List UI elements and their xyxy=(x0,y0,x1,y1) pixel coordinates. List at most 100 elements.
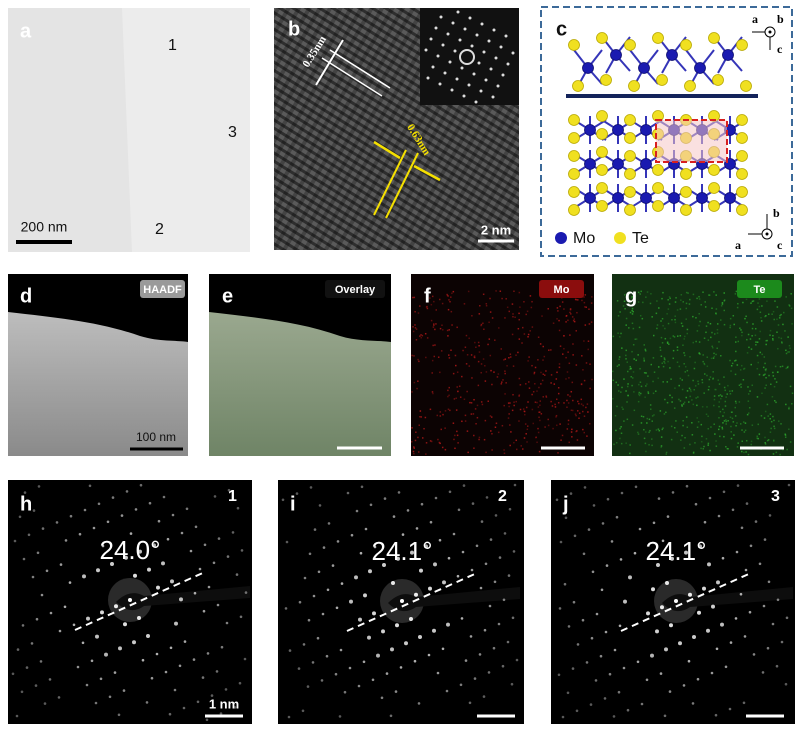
signal-pixel xyxy=(773,399,776,402)
diffraction-spot xyxy=(385,672,389,675)
signal-pixel xyxy=(466,354,469,356)
diffraction-spot xyxy=(37,485,41,488)
fft-spot xyxy=(496,84,500,88)
diffraction-spot xyxy=(97,502,101,506)
signal-pixel xyxy=(764,442,766,444)
diffraction-spot xyxy=(717,514,721,518)
diffraction-spot xyxy=(81,641,85,645)
signal-pixel xyxy=(743,367,746,370)
diffraction-spot xyxy=(657,497,661,500)
signal-pixel xyxy=(648,431,650,434)
signal-pixel xyxy=(638,326,641,329)
signal-pixel xyxy=(766,339,768,342)
signal-pixel xyxy=(473,356,475,358)
diffraction-spot xyxy=(133,573,137,578)
signal-pixel xyxy=(613,443,615,446)
signal-pixel xyxy=(688,401,690,403)
signal-pixel xyxy=(740,329,742,331)
signal-pixel xyxy=(527,336,529,338)
signal-pixel xyxy=(736,446,739,448)
signal-pixel xyxy=(542,373,545,376)
signal-pixel xyxy=(666,313,668,315)
diffraction-spot xyxy=(372,611,376,616)
panel-label: i xyxy=(290,493,296,515)
signal-pixel xyxy=(478,351,481,353)
fft-spots xyxy=(424,10,515,104)
signal-pixel xyxy=(785,349,787,352)
diffraction-spot xyxy=(360,485,364,489)
beam-stop xyxy=(388,587,520,612)
signal-pixel xyxy=(441,324,443,326)
diffraction-spot xyxy=(148,501,152,505)
fft-spot xyxy=(492,28,496,32)
signal-pixel xyxy=(729,416,732,419)
signal-pixel xyxy=(612,370,614,373)
signal-pixel xyxy=(738,401,741,403)
mo-atom xyxy=(584,192,596,204)
signal-pixel xyxy=(489,311,492,313)
signal-pixel xyxy=(575,330,578,332)
diffraction-spot xyxy=(343,690,347,694)
signal-pixel xyxy=(688,387,691,390)
diffraction-spot xyxy=(395,623,399,628)
signal-pixel xyxy=(419,305,421,307)
signal-pixel xyxy=(737,442,739,444)
signal-pixel xyxy=(663,358,666,360)
signal-pixel xyxy=(720,397,722,400)
signal-pixel xyxy=(551,405,554,407)
diffraction-spot xyxy=(180,531,184,535)
diffraction-spot xyxy=(367,635,371,640)
signal-pixel xyxy=(433,324,435,326)
signal-pixel xyxy=(779,314,781,317)
diffraction-spot xyxy=(752,653,756,656)
signal-pixel xyxy=(642,301,644,304)
signal-pixel xyxy=(527,333,530,336)
tag-label: Te xyxy=(753,284,765,296)
signal-pixel xyxy=(526,441,528,443)
diffraction-spot xyxy=(389,714,393,718)
signal-pixel xyxy=(680,299,682,301)
signal-pixel xyxy=(620,426,622,428)
signal-pixel xyxy=(681,325,684,327)
signal-pixel xyxy=(508,310,511,313)
signal-pixel xyxy=(527,401,529,403)
signal-pixel xyxy=(698,298,701,300)
signal-pixel xyxy=(706,356,709,359)
signal-pixel xyxy=(542,396,545,398)
diffraction-spot xyxy=(32,509,36,512)
signal-pixel xyxy=(530,306,533,309)
signal-pixel xyxy=(509,402,511,404)
diffraction-spot xyxy=(620,491,624,495)
fft-spot xyxy=(501,73,505,77)
signal-pixel xyxy=(538,386,540,389)
signal-pixel xyxy=(536,401,538,404)
signal-pixel xyxy=(670,425,673,428)
diffraction-spot xyxy=(141,658,145,662)
signal-pixel xyxy=(684,371,687,373)
diffraction-spot xyxy=(336,540,340,543)
diffraction-spot xyxy=(665,581,669,585)
mo-atom xyxy=(694,62,706,74)
te-atom xyxy=(568,168,580,180)
signal-pixel xyxy=(676,349,679,351)
signal-pixel xyxy=(781,342,783,344)
fft-spot xyxy=(451,21,455,25)
signal-pixel xyxy=(686,332,688,335)
diffraction-spot xyxy=(85,683,89,687)
diffraction-spot xyxy=(381,629,385,634)
signal-pixel xyxy=(772,371,774,374)
diffraction-spot xyxy=(720,622,724,627)
te-atom xyxy=(624,204,636,216)
signal-pixel xyxy=(448,394,450,397)
signal-pixel xyxy=(547,308,550,310)
signal-pixel xyxy=(537,336,540,339)
signal-pixel xyxy=(640,392,642,395)
signal-pixel xyxy=(786,448,788,451)
signal-pixel xyxy=(734,400,737,403)
fft-spot xyxy=(474,100,478,104)
signal-pixel xyxy=(783,311,785,314)
diffraction-spot xyxy=(497,622,501,626)
signal-pixel xyxy=(788,344,791,347)
signal-pixel xyxy=(645,296,647,298)
diffraction-spot xyxy=(219,712,223,715)
